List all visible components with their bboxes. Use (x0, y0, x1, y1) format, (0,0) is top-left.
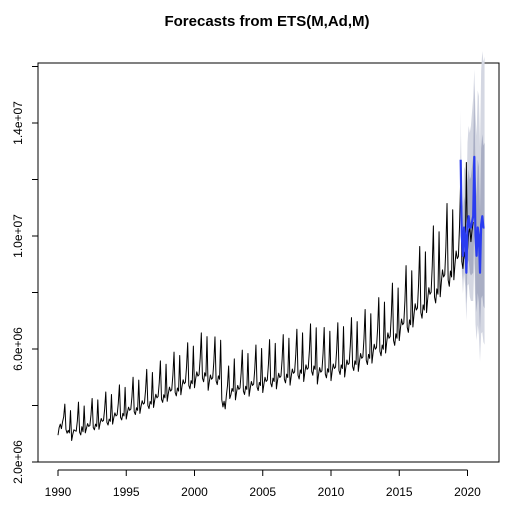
y-tick-label: 1.0e+07 (11, 214, 25, 258)
plot-frame (37, 62, 500, 463)
y-axis: 2.0e+06 6.0e+06 1.0e+07 1.4e+07 (11, 66, 39, 484)
y-tick-label: 6.0e+06 (11, 327, 25, 371)
y-tick-label: 1.4e+07 (11, 101, 25, 145)
observed-series-line (57, 162, 474, 442)
forecast-mean-line (459, 155, 485, 274)
chart-title: Forecasts from ETS(M,Ad,M) (164, 13, 369, 30)
x-tick-label: 2020 (454, 485, 481, 499)
x-tick-label: 1990 (45, 485, 72, 499)
x-tick-label: 1995 (113, 485, 140, 499)
x-tick-label: 2005 (249, 485, 276, 499)
x-axis: 1990 1995 2000 2005 2010 2015 2020 (45, 469, 481, 499)
series-layer (57, 155, 485, 442)
y-tick-label: 2.0e+06 (11, 440, 25, 484)
x-tick-label: 2015 (386, 485, 413, 499)
x-tick-label: 2000 (181, 485, 208, 499)
x-tick-label: 2010 (318, 485, 345, 499)
